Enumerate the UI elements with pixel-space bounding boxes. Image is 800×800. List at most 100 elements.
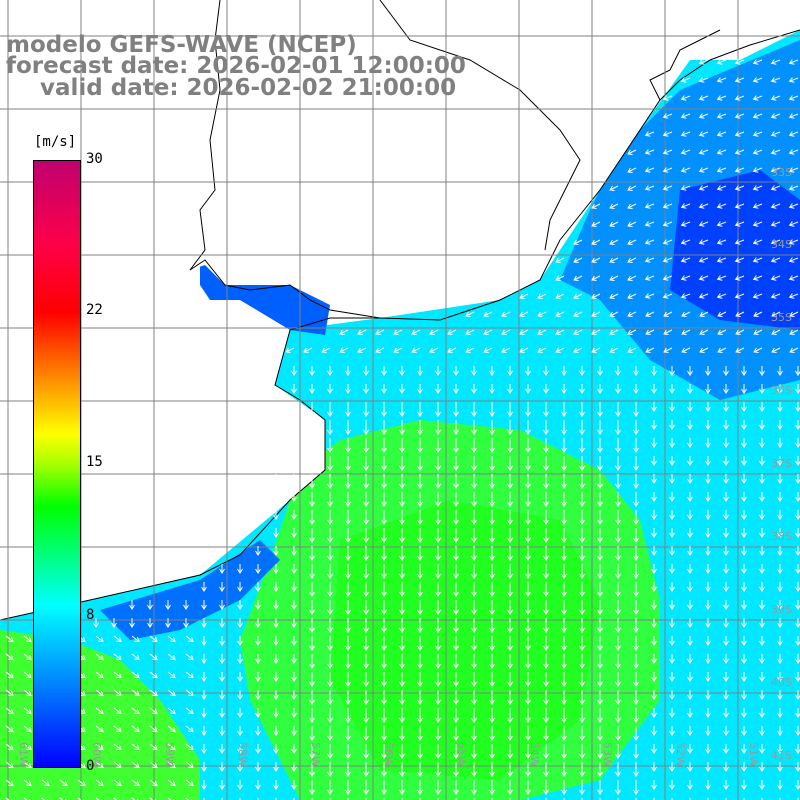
wind-arrow [327, 618, 333, 633]
wind-arrow [591, 293, 601, 299]
wind-arrow [669, 618, 675, 628]
wind-arrow [591, 239, 601, 245]
wind-arrow [471, 636, 477, 651]
wind-arrow [681, 329, 691, 335]
wind-arrow [417, 366, 423, 376]
wind-arrow [723, 654, 729, 664]
wind-arrow [759, 744, 765, 754]
wind-arrow [591, 347, 601, 353]
wind-arrow [627, 167, 637, 173]
wind-arrow [95, 797, 103, 800]
wind-arrow [789, 329, 799, 335]
wind-arrow [471, 708, 477, 723]
wind-arrow [669, 636, 675, 646]
wind-arrow [759, 690, 765, 700]
wind-arrow [627, 149, 637, 155]
wind-arrow [273, 510, 279, 520]
wind-arrow [501, 311, 511, 317]
wind-arrow [309, 456, 315, 471]
wind-arrow [627, 293, 637, 299]
wind-arrow [680, 95, 691, 101]
wind-arrow [507, 672, 513, 687]
forecast-date: forecast date: 2026-02-01 12:00:00 [6, 53, 466, 79]
wind-arrow [453, 438, 459, 453]
wind-arrow [633, 618, 639, 633]
wind-arrow [363, 582, 369, 597]
wind-arrow [237, 672, 243, 682]
wind-arrow [698, 131, 709, 137]
wind-arrow [663, 329, 673, 335]
latitude-label: 36S [771, 384, 792, 397]
wind-arrow [615, 456, 621, 471]
wind-arrow [788, 185, 799, 191]
wind-arrow [201, 672, 207, 682]
wind-arrow [291, 744, 297, 754]
wind-arrow [525, 690, 531, 705]
wind-arrow [644, 221, 655, 227]
wind-arrow [507, 384, 513, 394]
wind-arrow [131, 689, 140, 697]
wind-arrow [201, 726, 207, 736]
wind-arrow [273, 762, 279, 772]
wind-arrow [525, 510, 531, 525]
wind-arrow [381, 384, 387, 394]
wind-arrow [357, 347, 367, 353]
wind-arrow [453, 618, 459, 633]
wind-arrow [149, 635, 158, 643]
wind-arrow [573, 257, 583, 263]
wind-arrow [687, 690, 693, 700]
wind-arrow [777, 618, 783, 628]
wind-arrow [752, 275, 763, 281]
wind-arrow [399, 618, 405, 633]
wind-arrow [77, 797, 85, 800]
wind-arrow [321, 347, 331, 353]
wind-arrow [777, 672, 783, 682]
wind-arrow [615, 744, 621, 759]
wind-arrow [615, 672, 621, 687]
wind-arrow [723, 762, 729, 772]
wind-arrow [669, 582, 675, 592]
longitude-label: 53W [601, 742, 614, 767]
wind-arrow [615, 474, 621, 489]
wind-arrow [447, 347, 457, 353]
wind-arrow [131, 797, 139, 800]
wind-arrow [273, 546, 279, 556]
wind-arrow [23, 635, 32, 643]
wind-arrow [741, 420, 747, 430]
wind-arrow [5, 635, 14, 643]
wind-arrow [723, 474, 729, 484]
wind-arrow [705, 420, 711, 430]
wind-arrow [309, 618, 315, 633]
wind-arrow [717, 329, 727, 335]
wind-arrow [237, 762, 243, 772]
wind-arrow [579, 510, 585, 525]
wind-arrow [113, 707, 122, 715]
wind-arrow [561, 564, 567, 579]
wind-arrow [131, 725, 140, 733]
wind-arrow [651, 726, 657, 736]
wind-arrow [633, 780, 639, 795]
wind-arrow [561, 708, 567, 723]
wind-arrow [291, 726, 297, 736]
wind-arrow [615, 780, 621, 795]
wind-arrow [525, 546, 531, 561]
wind-arrow [471, 420, 477, 435]
wind-arrow [327, 708, 333, 723]
wind-arrow [734, 257, 745, 263]
wind-arrow [399, 402, 405, 417]
wind-arrow [393, 329, 403, 335]
wind-arrow [399, 780, 405, 795]
wind-arrow [759, 402, 765, 412]
wind-arrow [185, 635, 194, 643]
wind-arrow [609, 311, 619, 317]
wind-arrow [579, 402, 585, 417]
wind-arrow [615, 582, 621, 597]
wind-arrow [167, 635, 176, 643]
wind-arrow [579, 726, 585, 741]
wind-arrow [759, 474, 765, 484]
wind-arrow [543, 474, 549, 489]
wind-arrow [723, 546, 729, 556]
wind-arrow [345, 726, 351, 741]
wind-arrow [291, 402, 297, 412]
wind-arrow [680, 77, 691, 83]
